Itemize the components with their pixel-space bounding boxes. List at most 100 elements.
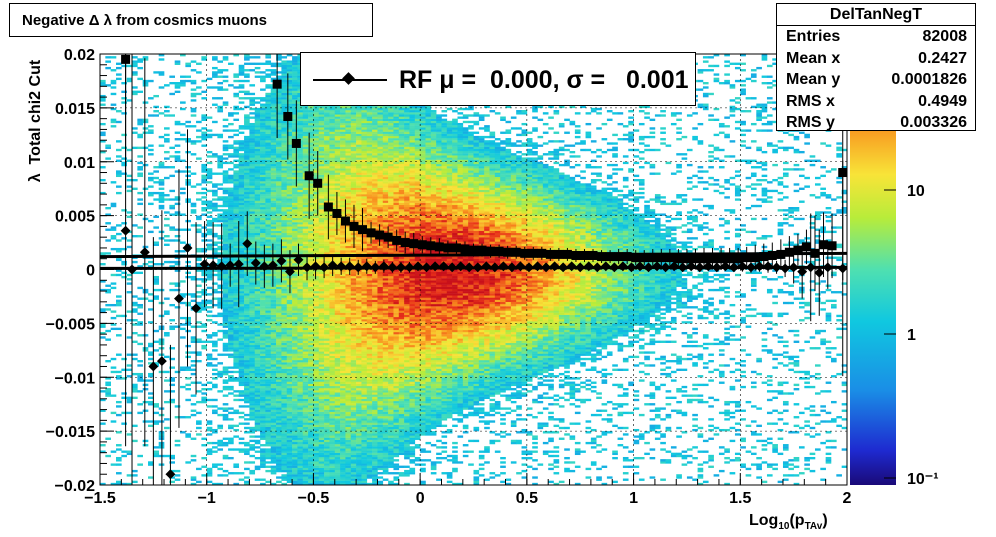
- heatmap-cell: [137, 454, 143, 458]
- heatmap-cell: [180, 366, 186, 369]
- heatmap-cell: [276, 105, 282, 109]
- heatmap-cell: [286, 441, 293, 445]
- heatmap-cell: [281, 198, 288, 201]
- heatmap-cell: [329, 235, 336, 238]
- heatmap-cell: [281, 60, 288, 63]
- heatmap-cell: [228, 204, 234, 208]
- heatmap-cell: [329, 185, 336, 188]
- heatmap-cell: [297, 235, 304, 238]
- heatmap-cell: [249, 112, 256, 115]
- heatmap-cell: [185, 79, 192, 83]
- heatmap-cell: [302, 159, 309, 162]
- heatmap-cell: [281, 62, 288, 65]
- heatmap-cell: [324, 275, 330, 279]
- heatmap-cell: [286, 99, 293, 102]
- heatmap-cell: [318, 327, 325, 331]
- heatmap-cell: [185, 344, 192, 348]
- heatmap-cell: [308, 135, 314, 139]
- heatmap-cell: [340, 435, 346, 438]
- heatmap-cell: [276, 428, 282, 432]
- heatmap-cell: [297, 472, 304, 475]
- heatmap-cell: [324, 372, 330, 376]
- heatmap-cell: [217, 196, 224, 199]
- heatmap-cell: [276, 157, 282, 160]
- heatmap-cell: [116, 155, 122, 158]
- heatmap-cell: [212, 344, 218, 348]
- heatmap-cell: [329, 181, 336, 184]
- heatmap-cell: [270, 308, 277, 311]
- heatmap-cell: [329, 228, 336, 231]
- heatmap-cell: [297, 183, 304, 186]
- heatmap-cell: [329, 388, 336, 391]
- heatmap-cell: [148, 400, 154, 404]
- heatmap-cell: [265, 129, 272, 132]
- heatmap-cell: [329, 314, 336, 318]
- heatmap-cell: [276, 198, 282, 201]
- heatmap-cell: [276, 280, 282, 283]
- heatmap-cell: [308, 161, 314, 165]
- heatmap-cell: [270, 437, 277, 440]
- heatmap-cell: [132, 301, 138, 305]
- heatmap-cell: [132, 331, 138, 335]
- heatmap-cell: [297, 239, 304, 242]
- heatmap-cell: [297, 456, 304, 460]
- heatmap-cell: [206, 200, 213, 203]
- heatmap-cell: [217, 60, 224, 63]
- heatmap-cell: [260, 260, 266, 264]
- heatmap-cell: [318, 198, 325, 201]
- heatmap-cell: [238, 411, 245, 415]
- heatmap-cell: [244, 166, 250, 169]
- heatmap-cell: [318, 480, 325, 484]
- heatmap-cell: [238, 336, 245, 339]
- heatmap-cell: [329, 237, 336, 240]
- heatmap-cell: [292, 405, 298, 408]
- heatmap-cell: [270, 153, 277, 156]
- heatmap-cell: [318, 474, 325, 477]
- heatmap-cell: [100, 444, 106, 447]
- heatmap-cell: [238, 355, 245, 359]
- heatmap-cell: [260, 97, 266, 100]
- heatmap-cell: [244, 297, 250, 300]
- heatmap-cell: [169, 204, 175, 208]
- heatmap-cell: [260, 75, 266, 78]
- heatmap-cell: [318, 416, 325, 419]
- heatmap-cell: [206, 306, 213, 309]
- heatmap-cell: [329, 353, 336, 356]
- heatmap-cell: [318, 301, 325, 305]
- heatmap-cell: [281, 209, 288, 212]
- heatmap-cell: [254, 368, 261, 371]
- heatmap-cell: [142, 79, 149, 83]
- heatmap-cell: [158, 135, 165, 139]
- heatmap-cell: [318, 273, 325, 277]
- heatmap-cell: [100, 409, 106, 412]
- heatmap-cell: [142, 409, 149, 412]
- heatmap-cell: [185, 388, 192, 391]
- heatmap-cell: [254, 334, 261, 337]
- heatmap-cell: [276, 370, 282, 374]
- heatmap-cell: [100, 191, 106, 195]
- heatmap-cell: [276, 314, 282, 318]
- heatmap-cell: [238, 146, 245, 150]
- heatmap-cell: [265, 219, 272, 223]
- heatmap-cell: [206, 398, 213, 402]
- heatmap-cell: [324, 375, 330, 378]
- heatmap-cell: [137, 334, 143, 337]
- heatmap-cell: [185, 271, 192, 275]
- heatmap-cell: [308, 394, 314, 397]
- heatmap-cell: [334, 340, 341, 343]
- heatmap-cell: [196, 191, 202, 195]
- heatmap-cell: [340, 444, 346, 447]
- heatmap-cell: [302, 306, 309, 309]
- heatmap-cell: [148, 194, 154, 197]
- heatmap-cell: [249, 349, 256, 352]
- heatmap-cell: [169, 189, 175, 193]
- heatmap-cell: [110, 125, 117, 128]
- heatmap-cell: [233, 150, 240, 154]
- heatmap-cell: [110, 120, 117, 124]
- heatmap-cell: [324, 161, 330, 165]
- heatmap-cell: [254, 284, 261, 287]
- heatmap-cell: [164, 84, 170, 87]
- heatmap-cell: [137, 174, 143, 178]
- heatmap-cell: [276, 409, 282, 412]
- heatmap-cell: [286, 84, 293, 87]
